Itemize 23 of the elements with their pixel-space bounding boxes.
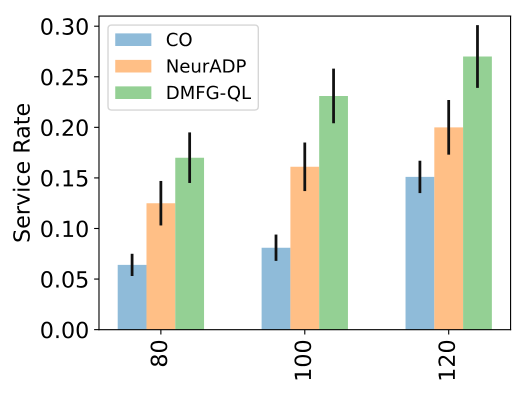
bar: [175, 158, 204, 330]
bar: [290, 166, 320, 330]
y-tick-label: 0.05: [41, 271, 88, 288]
bar: [319, 96, 348, 330]
y-tick-label: 0.15: [41, 170, 88, 187]
y-tick-label: 0.30: [41, 18, 88, 35]
legend-label: NeurADP: [168, 59, 246, 73]
y-tick-label: 0.10: [41, 220, 88, 238]
bar: [406, 176, 434, 330]
bar: [262, 248, 290, 330]
y-axis-title: Service Rate: [12, 104, 30, 242]
bar: [434, 127, 464, 330]
y-tick-label: 0.00: [41, 322, 88, 338]
y-tick-label: 0.20: [41, 119, 88, 136]
y-tick-label: 0.25: [41, 68, 88, 86]
bar: [463, 56, 492, 330]
legend-label: DMFG-QL: [168, 86, 251, 102]
bar: [146, 203, 176, 330]
bar: [118, 264, 146, 330]
x-tick-label: 80: [150, 340, 168, 366]
x-tick-label: 100: [294, 340, 312, 380]
x-tick-label: 120: [438, 340, 456, 380]
legend-label: CO: [166, 32, 192, 46]
